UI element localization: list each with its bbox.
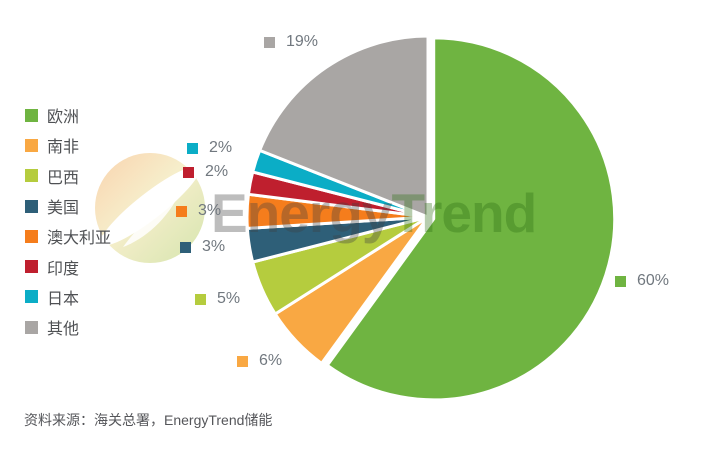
data-label-swatch-brazil — [195, 293, 206, 305]
legend-label: 欧洲 — [47, 109, 80, 127]
data-label-value: 60% — [637, 272, 670, 289]
data-label-value: 6% — [259, 352, 283, 369]
legend-swatch-others — [25, 320, 38, 334]
legend-swatch-japan — [25, 290, 38, 304]
data-label-value: 3% — [202, 238, 226, 255]
legend-swatch-usa — [25, 199, 38, 213]
data-label-others: 19% — [264, 33, 318, 51]
legend: 欧洲 南非 巴西 美国 澳大利亚 印度 日本 其他 — [25, 100, 111, 342]
data-label-europe: 60% — [615, 272, 669, 290]
legend-item-japan[interactable]: 日本 — [25, 282, 111, 312]
legend-item-australia[interactable]: 澳大利亚 — [25, 221, 111, 251]
data-label-value: 3% — [198, 202, 222, 219]
data-label-swatch-others — [264, 36, 275, 48]
data-label-swatch-australia — [176, 205, 187, 217]
pie-slice-others[interactable] — [258, 34, 430, 219]
data-label-value: 2% — [209, 139, 233, 156]
legend-item-india[interactable]: 印度 — [25, 251, 111, 281]
data-label-value: 5% — [217, 290, 241, 307]
source-note: 资料来源：海关总署，EnergyTrend储能 — [24, 412, 273, 428]
data-label-swatch-japan — [187, 142, 198, 154]
data-label-brazil: 5% — [195, 290, 240, 308]
legend-item-south-africa[interactable]: 南非 — [25, 130, 111, 160]
legend-item-others[interactable]: 其他 — [25, 312, 111, 342]
legend-item-europe[interactable]: 欧洲 — [25, 100, 111, 130]
legend-item-usa[interactable]: 美国 — [25, 191, 111, 221]
legend-swatch-south-africa — [25, 138, 38, 152]
legend-label: 南非 — [47, 139, 80, 157]
data-label-swatch-europe — [615, 275, 626, 287]
legend-item-brazil[interactable]: 巴西 — [25, 161, 111, 191]
data-label-usa: 3% — [180, 238, 225, 256]
data-label-swatch-usa — [180, 241, 191, 253]
data-label-australia: 3% — [176, 202, 221, 220]
legend-label: 其他 — [47, 321, 80, 339]
data-label-swatch-india — [183, 166, 194, 178]
legend-label: 巴西 — [47, 169, 80, 187]
pie-slice-europe[interactable] — [325, 36, 617, 402]
legend-label: 澳大利亚 — [47, 230, 112, 248]
data-label-value: 2% — [205, 163, 229, 180]
legend-label: 美国 — [47, 200, 80, 218]
legend-label: 日本 — [47, 290, 80, 308]
legend-label: 印度 — [47, 260, 80, 278]
legend-swatch-australia — [25, 229, 38, 243]
data-label-value: 19% — [286, 33, 319, 50]
data-label-south-africa: 6% — [237, 352, 282, 370]
legend-swatch-brazil — [25, 169, 38, 183]
data-label-swatch-south-africa — [237, 355, 248, 367]
data-label-india: 2% — [183, 163, 228, 181]
legend-swatch-europe — [25, 108, 38, 122]
legend-swatch-india — [25, 260, 38, 274]
data-label-japan: 2% — [187, 139, 232, 157]
